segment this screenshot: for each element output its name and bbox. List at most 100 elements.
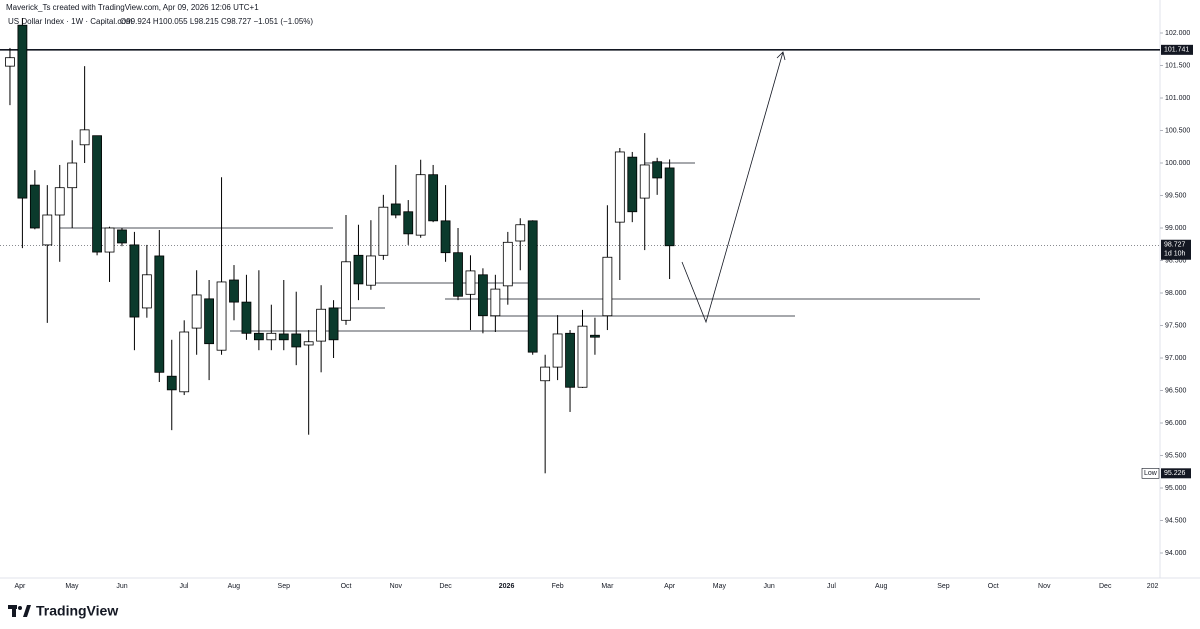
logo-part <box>23 605 31 617</box>
brand-logo <box>8 605 31 617</box>
y-tick-label: 102.000 <box>1165 30 1190 37</box>
x-tick-label: Oct <box>988 583 999 590</box>
price-axis: 94.000 94.500 95.000 95.500 96.000 96.500 97.0… <box>1141 30 1193 557</box>
candle-body <box>229 279 239 303</box>
candle-body <box>29 184 40 229</box>
candle-body <box>664 167 675 247</box>
candle-body <box>652 161 663 179</box>
y-tick-label: 98.000 <box>1165 290 1187 297</box>
candle-body <box>527 220 538 353</box>
candle-body <box>117 229 127 244</box>
y-tick-label: 98.500 <box>1165 257 1187 264</box>
candle-body <box>639 164 650 199</box>
x-tick-label: Feb <box>552 583 564 590</box>
candle-body <box>67 162 78 189</box>
candle-body <box>54 187 65 216</box>
x-tick-label: Jun <box>116 583 127 590</box>
x-tick-label: Oct <box>341 583 352 590</box>
candle-body <box>241 301 252 334</box>
candle-body <box>552 333 563 368</box>
x-tick-label: 202 <box>1147 583 1159 590</box>
x-tick-label: Dec <box>439 583 452 590</box>
y-tick-label: 96.000 <box>1165 420 1187 427</box>
logo-part <box>12 605 16 617</box>
y-tick-label: 99.500 <box>1165 192 1187 199</box>
candle-body <box>191 294 202 329</box>
countdown: 1d 10h <box>1164 251 1186 258</box>
logo-part <box>18 606 22 610</box>
candle-body <box>17 24 28 199</box>
candle-body <box>502 241 513 287</box>
ohlc-legend: O99.924 H100.055 L98.215 C98.727 −1.051 … <box>120 17 313 26</box>
candle-body <box>602 256 613 317</box>
low-tag-box <box>1141 468 1160 479</box>
y-tick-label: 101.000 <box>1165 95 1190 102</box>
x-tick-label: 2026 <box>499 583 515 590</box>
projection-arrow <box>681 51 784 324</box>
y-tick-label: 94.000 <box>1165 550 1187 557</box>
candle-body <box>104 227 115 253</box>
last-price-label: 98.727 <box>1164 242 1186 249</box>
low-value: 95.226 <box>1164 470 1186 477</box>
x-tick-label: Aug <box>875 583 888 590</box>
y-tick-label: 99.000 <box>1165 225 1187 232</box>
candle-body <box>266 332 277 341</box>
y-tick-label: 97.000 <box>1165 355 1187 362</box>
candle-body <box>366 255 376 286</box>
candle-body <box>428 174 439 222</box>
candle-body <box>565 332 575 388</box>
candle-body <box>278 333 289 341</box>
x-tick-label: Nov <box>390 583 403 590</box>
y-tick-label: 101.500 <box>1165 62 1190 69</box>
y-tick-label: 95.000 <box>1165 485 1187 492</box>
candle-body <box>316 308 327 342</box>
arrow-head <box>776 51 786 61</box>
y-tick-label: 94.500 <box>1165 517 1187 524</box>
candle-body <box>129 244 140 318</box>
candle-body <box>291 333 302 348</box>
x-tick-label: Sep <box>278 583 291 590</box>
candle-body <box>341 261 351 321</box>
candle-body <box>79 129 90 146</box>
candle-body <box>353 254 364 285</box>
candle-body <box>378 206 389 256</box>
last-price-box <box>1161 239 1191 260</box>
low-value-box <box>1161 468 1191 479</box>
x-tick-label: Apr <box>664 583 676 590</box>
y-tick-label: 100.500 <box>1165 127 1190 134</box>
candle-body <box>627 156 638 213</box>
x-tick-label: Sep <box>937 583 950 590</box>
candle-body <box>515 224 526 242</box>
low-tag: Low <box>1144 470 1158 477</box>
candle-body <box>440 220 451 254</box>
x-tick-label: Dec <box>1099 583 1112 590</box>
candle-body <box>490 288 501 317</box>
candle-body <box>465 270 476 295</box>
candle-body <box>390 203 401 216</box>
attribution: Maverick_Ts created with TradingView.com… <box>6 3 259 12</box>
candle-body <box>577 325 588 388</box>
x-tick-label: May <box>65 583 79 590</box>
candle-body <box>166 375 177 391</box>
candle-body <box>253 332 264 341</box>
y-tick-label: 100.000 <box>1165 160 1190 167</box>
x-tick-label: Jul <box>827 583 836 590</box>
plot <box>0 18 1160 474</box>
candle-body <box>204 298 214 345</box>
brand: TradingView <box>36 603 118 619</box>
symbol-info: US Dollar Index · 1W · Capital.com <box>8 17 133 26</box>
candle-body <box>179 331 190 393</box>
x-tick-label: May <box>713 583 727 590</box>
candle-body <box>614 151 625 223</box>
candle-body <box>216 281 227 351</box>
level-label-box <box>1161 44 1193 55</box>
x-tick-label: Jul <box>179 583 188 590</box>
x-tick-label: Aug <box>228 583 241 590</box>
candle-body <box>540 366 551 382</box>
y-tick-label: 96.500 <box>1165 387 1187 394</box>
candle-body <box>328 307 339 341</box>
candle-body <box>403 211 414 235</box>
